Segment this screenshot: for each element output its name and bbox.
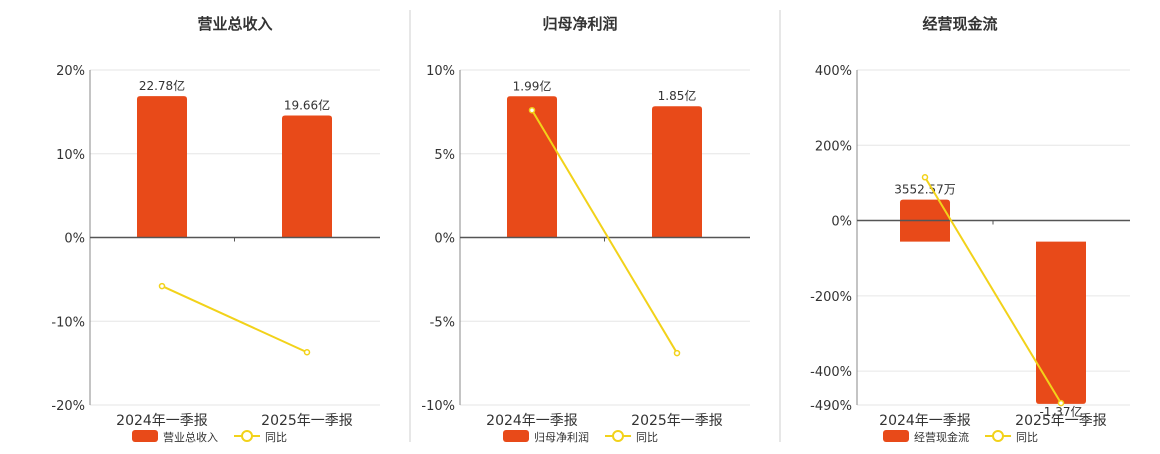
x-tick-label: 2025年一季报 — [261, 413, 353, 429]
legend-line-label: 同比 — [636, 431, 658, 444]
yoy-line — [531, 109, 678, 354]
legend-bar-swatch — [503, 430, 529, 442]
y-tick-label: -490% — [810, 399, 852, 414]
yoy-point — [528, 106, 536, 114]
legend-bar-swatch — [132, 430, 158, 442]
chart-2: 归母净利润 10% 5% 0% -5% -10% 1.99亿 1.85亿 2024年一季报 202… — [421, 15, 750, 444]
legend-line-marker — [241, 430, 253, 442]
chart-3: 经营现金流 400% 200% 0% -200% -400% -490% 3552.57万 -1… — [810, 15, 1130, 444]
chart-title: 经营现金流 — [922, 15, 997, 33]
legend-bar-swatch — [883, 430, 909, 442]
chart-1: 营业总收入 20% 10% 0% -10% -20% 22.78亿 19.66亿 2024年一季… — [51, 15, 380, 444]
y-tick-label: 0% — [831, 215, 852, 230]
bar — [137, 96, 187, 238]
legend-line-label: 同比 — [265, 431, 287, 444]
y-tick-label: -20% — [51, 399, 85, 414]
y-tick-label: -10% — [421, 399, 455, 414]
bar-data-label: 1.99亿 — [513, 78, 552, 93]
bar-data-label: 22.78亿 — [139, 78, 185, 93]
legend-bar-label: 归母净利润 — [534, 430, 589, 444]
x-tick-label: 2024年一季报 — [879, 413, 971, 429]
yoy-line — [924, 176, 1062, 404]
y-tick-label: 400% — [815, 64, 852, 79]
yoy-point — [158, 282, 166, 290]
bar-data-label: 19.66亿 — [284, 98, 330, 113]
yoy-point — [673, 349, 681, 357]
y-tick-label: -5% — [430, 315, 455, 330]
bar — [652, 106, 702, 238]
bar-data-label: 1.85亿 — [658, 88, 697, 103]
legend-bar-label: 营业总收入 — [163, 430, 218, 444]
x-tick-label: 2024年一季报 — [116, 413, 208, 429]
y-tick-label: -10% — [51, 315, 85, 330]
y-tick-label: -400% — [810, 365, 852, 380]
legend-bar-label: 经营现金流 — [914, 430, 969, 444]
chart-title: 营业总收入 — [197, 15, 272, 33]
bar-data-label: 3552.57万 — [894, 183, 956, 197]
y-tick-label: 5% — [434, 148, 455, 163]
y-tick-label: 200% — [815, 139, 852, 154]
x-tick-label: 2025年一季报 — [1015, 413, 1107, 429]
yoy-line — [161, 285, 308, 354]
bar — [507, 96, 557, 238]
yoy-point — [303, 348, 311, 356]
y-tick-label: 10% — [56, 148, 85, 163]
yoy-point — [1057, 399, 1065, 407]
y-tick-label: 0% — [434, 232, 455, 247]
legend-line-marker — [992, 430, 1004, 442]
x-tick-label: 2025年一季报 — [631, 413, 723, 429]
y-tick-label: -200% — [810, 290, 852, 305]
bar-data-label: -1.37亿 — [1039, 404, 1082, 419]
legend-line-label: 同比 — [1016, 431, 1038, 444]
chart-title: 归母净利润 — [542, 15, 617, 33]
y-tick-label: 0% — [64, 232, 85, 247]
bar — [1036, 241, 1086, 404]
y-tick-label: 10% — [426, 64, 455, 79]
legend-line-marker — [612, 430, 624, 442]
yoy-point — [921, 174, 929, 181]
y-tick-label: 20% — [56, 64, 85, 79]
x-tick-label: 2024年一季报 — [486, 413, 578, 429]
bar — [282, 115, 332, 238]
